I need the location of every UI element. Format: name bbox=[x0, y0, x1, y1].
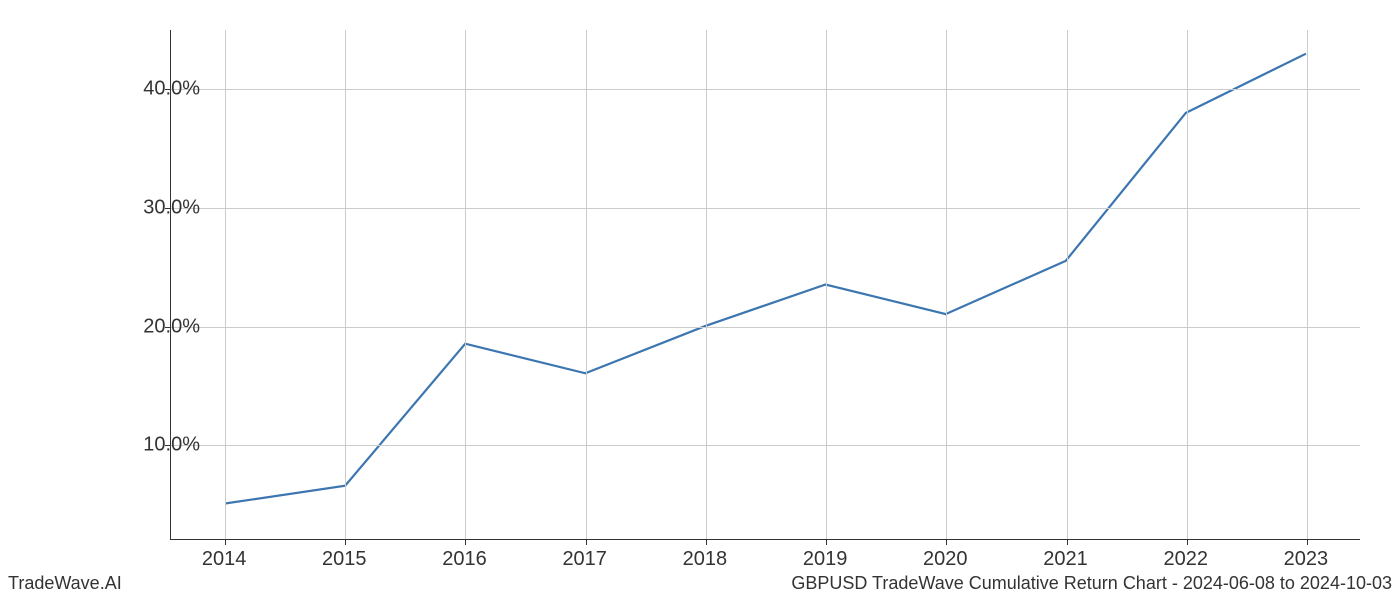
gridline-vertical bbox=[586, 30, 587, 539]
xtick-label: 2014 bbox=[202, 548, 247, 571]
gridline-vertical bbox=[826, 30, 827, 539]
xtick-mark bbox=[225, 539, 226, 545]
footer-right-caption: GBPUSD TradeWave Cumulative Return Chart… bbox=[791, 573, 1392, 594]
gridline-horizontal bbox=[171, 445, 1360, 446]
xtick-mark bbox=[1067, 539, 1068, 545]
gridline-vertical bbox=[225, 30, 226, 539]
xtick-label: 2017 bbox=[562, 548, 607, 571]
xtick-label: 2023 bbox=[1284, 548, 1329, 571]
gridline-vertical bbox=[1067, 30, 1068, 539]
xtick-label: 2019 bbox=[803, 548, 848, 571]
gridline-vertical bbox=[345, 30, 346, 539]
gridline-vertical bbox=[465, 30, 466, 539]
xtick-mark bbox=[586, 539, 587, 545]
xtick-mark bbox=[706, 539, 707, 545]
ytick-label: 40.0% bbox=[120, 78, 200, 101]
xtick-mark bbox=[1307, 539, 1308, 545]
gridline-horizontal bbox=[171, 89, 1360, 90]
line-chart-svg bbox=[171, 30, 1360, 539]
gridline-horizontal bbox=[171, 327, 1360, 328]
xtick-mark bbox=[946, 539, 947, 545]
gridline-vertical bbox=[946, 30, 947, 539]
footer-left-brand: TradeWave.AI bbox=[8, 573, 122, 594]
xtick-label: 2018 bbox=[683, 548, 728, 571]
xtick-mark bbox=[345, 539, 346, 545]
gridline-horizontal bbox=[171, 208, 1360, 209]
xtick-label: 2022 bbox=[1163, 548, 1208, 571]
gridline-vertical bbox=[1307, 30, 1308, 539]
xtick-label: 2016 bbox=[442, 548, 487, 571]
chart-container bbox=[170, 30, 1360, 540]
xtick-mark bbox=[826, 539, 827, 545]
xtick-mark bbox=[1187, 539, 1188, 545]
xtick-label: 2020 bbox=[923, 548, 968, 571]
gridline-vertical bbox=[1187, 30, 1188, 539]
gridline-vertical bbox=[706, 30, 707, 539]
ytick-label: 10.0% bbox=[120, 434, 200, 457]
plot-area bbox=[170, 30, 1360, 540]
xtick-label: 2021 bbox=[1043, 548, 1088, 571]
ytick-label: 30.0% bbox=[120, 196, 200, 219]
xtick-label: 2015 bbox=[322, 548, 367, 571]
ytick-label: 20.0% bbox=[120, 315, 200, 338]
xtick-mark bbox=[465, 539, 466, 545]
